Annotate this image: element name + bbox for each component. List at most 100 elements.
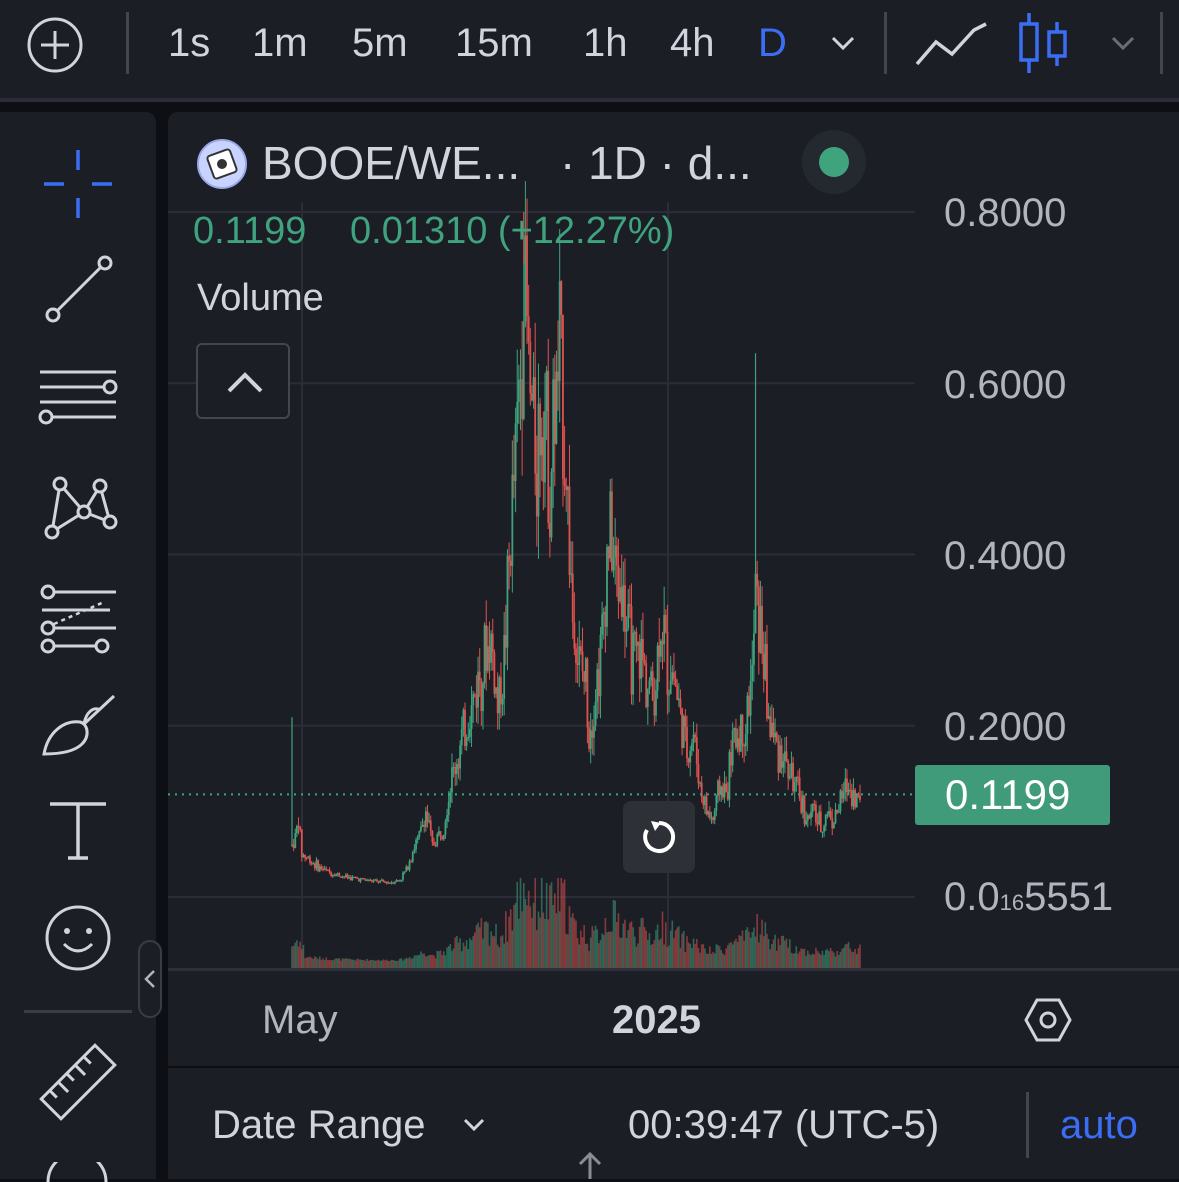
- timeframe-1h[interactable]: 1h: [583, 21, 628, 65]
- candle-body: [433, 841, 435, 846]
- volume-bar: [761, 919, 763, 968]
- volume-bar: [408, 957, 411, 968]
- volume-bar: [695, 939, 698, 968]
- candle-body: [674, 678, 677, 686]
- candle-body: [441, 835, 444, 840]
- text-tool[interactable]: [34, 786, 122, 874]
- volume-bar: [606, 932, 608, 968]
- candle-body: [630, 605, 633, 695]
- volume-bar: [758, 942, 760, 968]
- candle-body: [699, 782, 701, 784]
- candle-body: [393, 882, 396, 884]
- emoji-tool[interactable]: [34, 894, 122, 982]
- volume-bar: [831, 951, 834, 968]
- time-axis-label-year: 2025: [612, 998, 701, 1042]
- timeframe-15m[interactable]: 15m: [455, 21, 533, 65]
- volume-bar: [787, 947, 789, 968]
- volume-bar: [686, 936, 688, 968]
- candle-body: [730, 751, 732, 766]
- fib-tool[interactable]: [34, 574, 122, 662]
- candle-body: [769, 716, 772, 738]
- brush-tool[interactable]: [34, 682, 122, 770]
- candle-body: [529, 341, 532, 394]
- candle-body: [553, 379, 556, 444]
- timeframe-5m[interactable]: 5m: [352, 21, 408, 65]
- volume-bar: [842, 947, 845, 968]
- volume-bar: [658, 939, 661, 968]
- chart-type-chevron-down-icon[interactable]: [1110, 30, 1136, 56]
- volume-bar: [491, 935, 494, 968]
- volume-bar: [490, 931, 492, 968]
- volume-bar: [421, 953, 424, 968]
- auto-scale-button[interactable]: auto: [1060, 1103, 1138, 1147]
- volume-bar: [633, 936, 636, 968]
- candle-body: [390, 882, 393, 884]
- trend-line-tool[interactable]: [34, 246, 122, 334]
- volume-bar: [645, 930, 647, 968]
- volume-bar: [811, 953, 814, 968]
- candles-icon[interactable]: [1016, 10, 1070, 76]
- volume-bar: [518, 918, 520, 968]
- volume-bar: [707, 953, 710, 968]
- candle-body: [700, 782, 703, 797]
- candle-body: [369, 880, 372, 882]
- date-range-chevron-down-icon[interactable]: [462, 1113, 486, 1137]
- reset-chart-button[interactable]: [623, 801, 695, 873]
- candle-body: [542, 437, 545, 483]
- volume-bar: [702, 944, 705, 968]
- candle-body: [338, 873, 341, 877]
- candle-body: [506, 555, 509, 648]
- candle-body: [782, 761, 785, 768]
- line-chart-icon[interactable]: [914, 20, 988, 70]
- candle-body: [816, 822, 819, 825]
- candle-body: [470, 705, 473, 730]
- volume-bar: [348, 958, 350, 968]
- candle-body: [831, 818, 834, 829]
- volume-bar: [364, 960, 367, 968]
- volume-bar: [650, 944, 652, 968]
- timeframe-chevron-down-icon[interactable]: [830, 30, 856, 56]
- volume-bar: [593, 930, 595, 968]
- price-chart[interactable]: [168, 112, 1179, 972]
- volume-bar: [531, 917, 533, 968]
- settings-icon[interactable]: [1022, 994, 1074, 1046]
- candle-body: [677, 698, 680, 700]
- timezone-clock[interactable]: 00:39:47 (UTC-5): [628, 1103, 940, 1147]
- candle-body: [351, 876, 354, 880]
- volume-bar: [821, 950, 824, 968]
- volume-bar: [632, 927, 634, 968]
- timeframe-1m[interactable]: 1m: [252, 21, 308, 65]
- volume-bar: [746, 927, 749, 968]
- magnet-icon[interactable]: [42, 1162, 112, 1182]
- legend-collapse-button[interactable]: [196, 343, 290, 419]
- candle-body: [735, 728, 737, 748]
- pattern-tool[interactable]: [34, 464, 122, 552]
- volume-bar: [722, 953, 724, 968]
- arrow-up-icon[interactable]: [576, 1150, 604, 1179]
- timeframe-d[interactable]: D: [758, 21, 787, 65]
- ruler-tool[interactable]: [34, 1038, 122, 1126]
- horizontal-lines-tool[interactable]: [34, 356, 122, 444]
- timeframe-4h[interactable]: 4h: [670, 21, 715, 65]
- candle-body: [330, 872, 333, 877]
- toolbar-collapse-button[interactable]: [138, 940, 162, 1018]
- candle-body: [803, 795, 806, 825]
- candle-body: [547, 370, 550, 524]
- market-status-icon[interactable]: [802, 130, 866, 194]
- date-range-button[interactable]: Date Range: [212, 1103, 426, 1147]
- candle-body: [304, 854, 306, 858]
- candle-body: [359, 878, 362, 882]
- add-indicator-icon[interactable]: [26, 16, 84, 74]
- symbol-name[interactable]: BOOE/WE...: [262, 137, 521, 189]
- volume-bar: [400, 958, 403, 968]
- candle-body: [713, 810, 716, 821]
- volume-bar: [377, 959, 380, 968]
- volume-bar: [713, 953, 716, 968]
- crosshair-tool[interactable]: [34, 140, 122, 228]
- volume-bar: [426, 956, 429, 968]
- volume-bar: [522, 883, 525, 968]
- timeframe-1s[interactable]: 1s: [168, 21, 211, 65]
- volume-bar: [764, 922, 767, 968]
- volume-bar: [640, 918, 643, 968]
- time-axis-border: [168, 968, 1179, 971]
